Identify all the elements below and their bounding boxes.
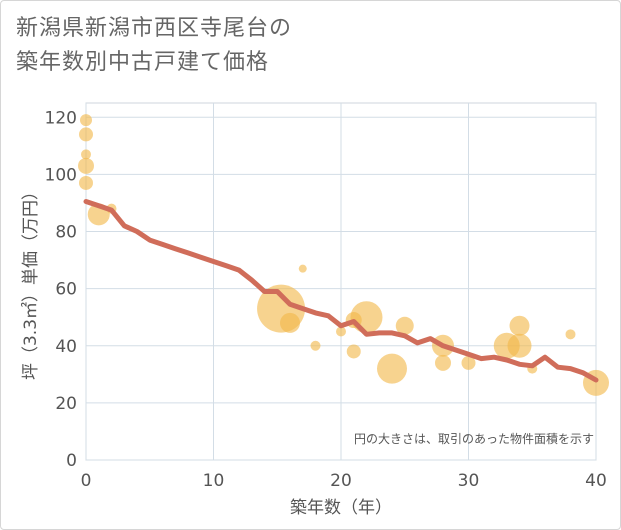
bubble-point (81, 149, 91, 160)
chart-title-line-1: 新潟県新潟市西区寺尾台の (16, 16, 293, 41)
bubble-point (350, 301, 383, 334)
bubble-point (79, 175, 93, 190)
bubble-point (80, 114, 92, 127)
bubble-point (79, 127, 93, 142)
bubble-point (509, 315, 530, 336)
y-tick-label: 0 (66, 451, 77, 471)
bubble-point (280, 312, 300, 333)
y-tick-label: 40 (55, 337, 77, 357)
x-axis-label: 築年数（年） (290, 498, 392, 518)
y-tick-label: 120 (45, 108, 77, 128)
bubble-point (377, 353, 407, 384)
y-tick-label: 80 (55, 223, 77, 243)
grid-lines (85, 102, 597, 461)
chart-title: 新潟県新潟市西区寺尾台の 築年数別中古戸建て価格 (16, 12, 292, 80)
bubble-point (461, 355, 476, 370)
x-tick-label: 30 (458, 471, 480, 491)
x-tick-label: 0 (81, 471, 92, 491)
bubble-point (336, 326, 346, 337)
bubble-size-note: 円の大きさは、取引のあった物件面積を示す (354, 431, 594, 446)
bubble-point (565, 329, 576, 340)
y-axis-label: 坪（3.3㎡）単価（万円） (21, 183, 41, 380)
bubble-point (346, 344, 361, 359)
y-tick-label: 100 (45, 165, 77, 185)
bubble-point (78, 157, 94, 174)
x-tick-label: 20 (330, 471, 352, 491)
bubble-point (507, 333, 532, 358)
y-tick-label: 20 (55, 394, 77, 414)
y-tick-label: 60 (55, 280, 77, 300)
bubble-point (310, 340, 321, 351)
chart-title-line-2: 築年数別中古戸建て価格 (16, 50, 270, 75)
bubble-point (395, 316, 414, 335)
bubble-series (78, 114, 609, 396)
trend-line (83, 199, 599, 383)
axis-ticks: 0 10 20 30 40 0 20 40 60 80 100 120 (45, 108, 607, 491)
bubble-point (298, 264, 307, 273)
x-tick-label: 10 (203, 471, 225, 491)
x-tick-label: 40 (585, 471, 607, 491)
bubble-point (435, 354, 451, 371)
